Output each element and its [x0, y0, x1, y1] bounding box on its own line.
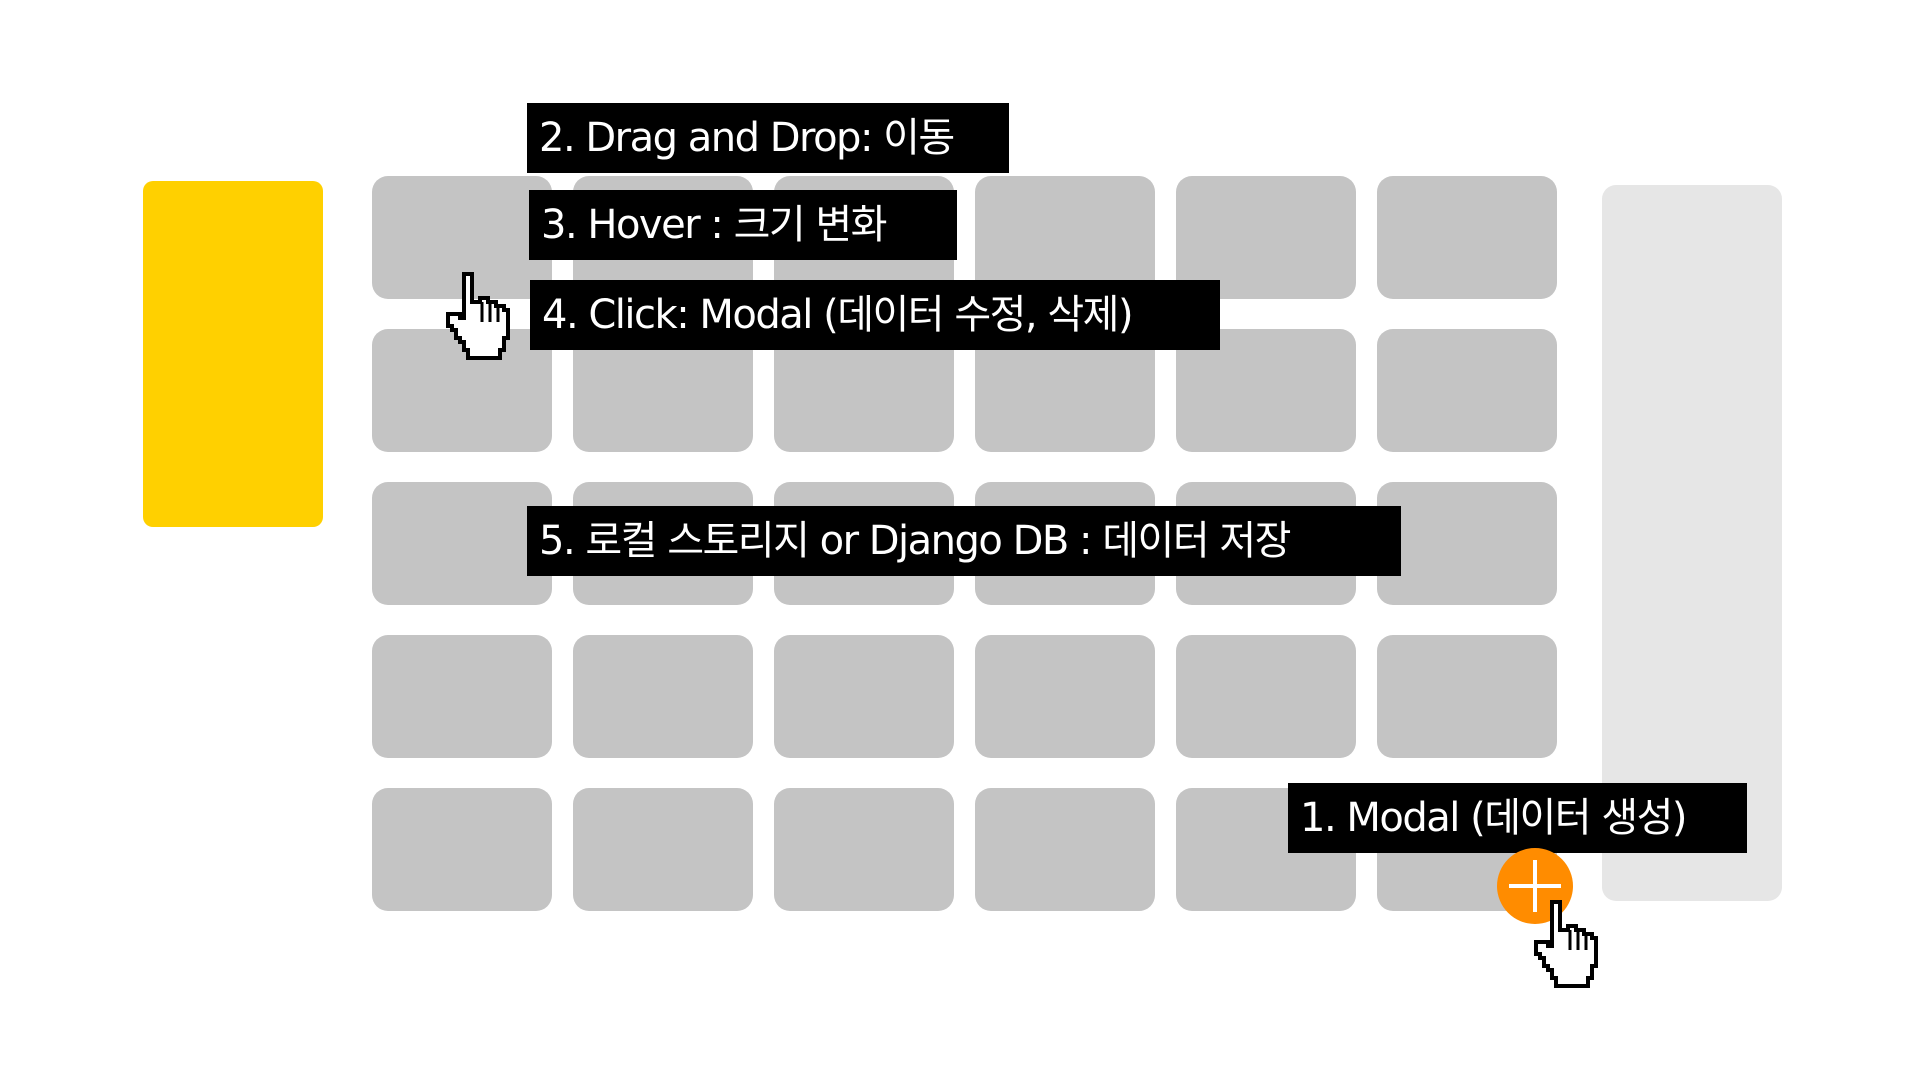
hand-pointer-icon — [440, 270, 516, 362]
grid-card[interactable] — [975, 176, 1155, 299]
grid-card[interactable] — [774, 788, 954, 911]
grid-card[interactable] — [1377, 635, 1557, 758]
annotation-click: 4. Click: Modal (데이터 수정, 삭제) — [530, 280, 1220, 350]
grid-card[interactable] — [372, 788, 552, 911]
annotation-storage: 5. 로컬 스토리지 or Django DB : 데이터 저장 — [527, 506, 1401, 576]
side-panel — [1602, 185, 1782, 901]
hand-pointer-icon — [1528, 898, 1604, 990]
grid-card[interactable] — [372, 482, 552, 605]
grid-card[interactable] — [975, 635, 1155, 758]
grid-card[interactable] — [1377, 176, 1557, 299]
grid-card[interactable] — [573, 635, 753, 758]
annotation-modal-create: 1. Modal (데이터 생성) — [1288, 783, 1747, 853]
grid-card[interactable] — [774, 635, 954, 758]
grid-card[interactable] — [975, 788, 1155, 911]
grid-card[interactable] — [1377, 482, 1557, 605]
grid-card[interactable] — [1377, 329, 1557, 452]
annotation-hover: 3. Hover : 크기 변화 — [529, 190, 957, 260]
annotation-drag-drop: 2. Drag and Drop: 이동 — [527, 103, 1009, 173]
grid-card[interactable] — [372, 635, 552, 758]
plus-icon — [1509, 860, 1561, 912]
grid-card[interactable] — [1176, 635, 1356, 758]
highlighted-card[interactable] — [143, 181, 323, 527]
grid-card[interactable] — [573, 788, 753, 911]
grid-card[interactable] — [1176, 176, 1356, 299]
